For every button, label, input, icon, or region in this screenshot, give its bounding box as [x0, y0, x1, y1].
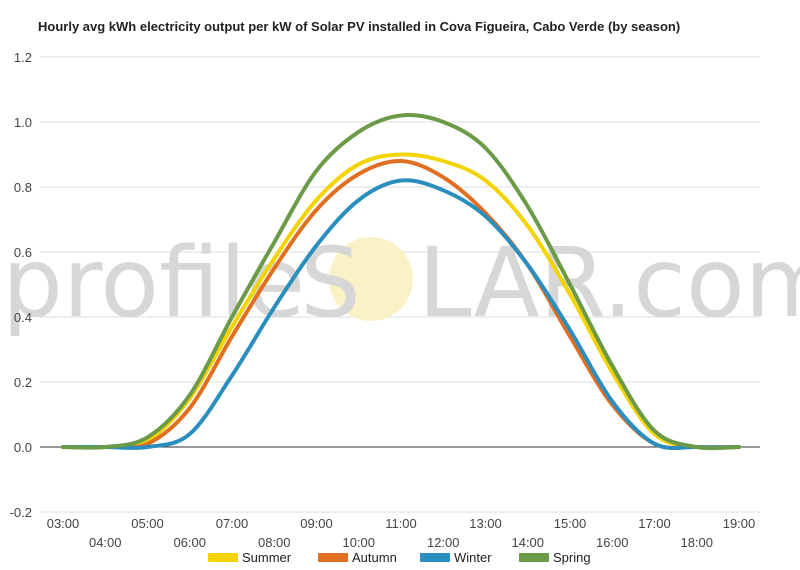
legend-swatch: [318, 553, 348, 562]
watermark: profile S LAR.com: [2, 227, 800, 339]
x-tick-label: 13:00: [469, 516, 502, 531]
y-axis-ticks: -0.2 0.0 0.2 0.4 0.6 0.8 1.0 1.2: [10, 50, 32, 520]
x-tick-label: 03:00: [47, 516, 80, 531]
legend-item-spring: Spring: [519, 550, 591, 565]
x-tick-label: 16:00: [596, 535, 629, 550]
legend-swatch: [519, 553, 549, 562]
watermark-text-left: profile: [2, 227, 305, 339]
x-tick-label: 12:00: [427, 535, 460, 550]
y-tick-label: 0.8: [14, 180, 32, 195]
legend-label: Winter: [454, 550, 492, 565]
y-tick-label: 0.0: [14, 440, 32, 455]
watermark-text-right: LAR.com: [418, 227, 800, 339]
x-tick-label: 05:00: [131, 516, 164, 531]
series-lines: [61, 113, 741, 451]
y-tick-label: 1.0: [14, 115, 32, 130]
x-tick-label: 17:00: [638, 516, 671, 531]
watermark-sun: [329, 237, 413, 321]
watermark-text-mid: S: [300, 227, 361, 339]
y-tick-label: 0.2: [14, 375, 32, 390]
legend-swatch: [420, 553, 450, 562]
legend-item-winter: Winter: [420, 550, 492, 565]
x-tick-label: 11:00: [385, 516, 417, 531]
y-tick-label: 0.4: [14, 310, 32, 325]
y-tick-label: 1.2: [14, 50, 32, 65]
x-tick-label: 15:00: [554, 516, 587, 531]
x-tick-label: 04:00: [89, 535, 122, 550]
legend: Summer Autumn Winter Spring: [208, 550, 591, 565]
legend-label: Spring: [553, 550, 591, 565]
x-tick-label: 19:00: [723, 516, 756, 531]
y-tick-label: -0.2: [10, 505, 32, 520]
legend-item-summer: Summer: [208, 550, 292, 565]
x-tick-label: 14:00: [511, 535, 544, 550]
x-tick-label: 10:00: [342, 535, 375, 550]
y-tick-label: 0.6: [14, 245, 32, 260]
series-line-winter: [61, 178, 741, 451]
x-tick-label: 07:00: [216, 516, 249, 531]
legend-item-autumn: Autumn: [318, 550, 397, 565]
x-tick-label: 06:00: [173, 535, 206, 550]
series-line-spring: [61, 113, 741, 451]
x-axis-ticks: 03:00 04:00 05:00 06:00 07:00 08:00 09:00 10:00…: [47, 516, 756, 550]
x-tick-label: 18:00: [680, 535, 713, 550]
legend-swatch: [208, 553, 238, 562]
x-tick-label: 09:00: [300, 516, 333, 531]
chart-title: Hourly avg kWh electricity output per kW…: [38, 19, 681, 34]
legend-label: Summer: [242, 550, 292, 565]
legend-label: Autumn: [352, 550, 397, 565]
x-tick-label: 08:00: [258, 535, 291, 550]
